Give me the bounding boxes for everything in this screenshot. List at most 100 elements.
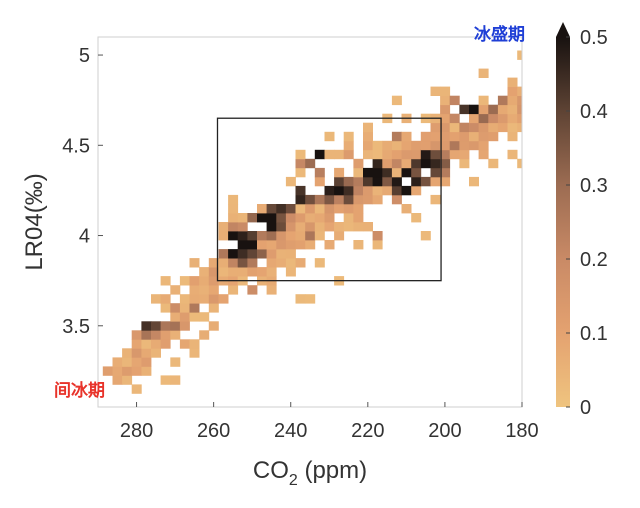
- colorbar-tick-label: 0.3: [580, 175, 608, 197]
- x-tick-label: 280: [120, 420, 153, 442]
- heat-cell: [459, 140, 470, 151]
- heat-cell: [517, 122, 522, 133]
- heat-cell: [160, 321, 171, 331]
- highlight-box: [216, 117, 442, 282]
- heat-cell: [160, 339, 171, 349]
- heat-cell: [218, 231, 229, 241]
- heat-cell: [295, 222, 306, 232]
- heat-cell: [401, 140, 412, 151]
- heat-cell: [228, 213, 239, 223]
- x-axis-title: CO2 (ppm): [253, 457, 367, 489]
- heat-cell: [363, 194, 373, 205]
- heat-cell: [314, 213, 325, 223]
- heat-cell: [372, 158, 383, 169]
- heat-cell: [131, 339, 142, 349]
- heat-cell: [160, 294, 171, 304]
- heat-cell: [170, 375, 181, 385]
- heat-cell: [343, 131, 354, 142]
- heat-cell: [391, 194, 402, 205]
- heat-cell: [228, 285, 239, 295]
- heat-cell: [324, 131, 335, 142]
- heat-cell: [237, 249, 248, 259]
- heat-cell: [276, 204, 287, 214]
- heat-cell: [295, 167, 306, 178]
- heat-cell: [324, 204, 335, 214]
- heat-cell: [440, 158, 451, 169]
- heat-cell: [449, 149, 460, 160]
- heat-cell: [430, 122, 441, 133]
- heat-cell: [391, 185, 402, 196]
- heat-cell: [131, 348, 142, 358]
- heat-cell: [208, 276, 219, 286]
- heat-cell: [391, 95, 402, 106]
- heat-cell: [228, 194, 239, 205]
- heat-cell: [488, 158, 499, 169]
- heat-cell: [189, 312, 200, 322]
- heat-cell: [314, 194, 325, 205]
- heat-cell: [324, 149, 335, 160]
- heat-cell: [179, 312, 190, 322]
- heat-cell: [247, 231, 258, 241]
- heat-cell: [497, 104, 508, 115]
- heat-cell: [401, 158, 412, 169]
- heat-cell: [199, 294, 210, 304]
- heat-cell: [353, 222, 364, 232]
- heat-cell: [363, 222, 373, 232]
- heat-cell: [266, 285, 277, 295]
- heat-cell: [305, 222, 316, 232]
- heat-cell: [334, 194, 345, 205]
- heat-cell: [160, 375, 171, 385]
- heat-cell: [430, 149, 441, 160]
- heat-cell: [170, 357, 181, 367]
- heat-cell: [430, 194, 441, 205]
- heat-cell: [122, 375, 133, 385]
- heat-cell: [189, 348, 200, 358]
- heat-cell: [507, 86, 518, 96]
- heat-cell: [343, 194, 354, 205]
- heat-cell: [266, 258, 277, 268]
- heat-cell: [440, 140, 451, 151]
- x-axis-title-subscript: 2: [289, 472, 298, 489]
- heat-cell: [507, 149, 518, 160]
- heat-cell: [237, 240, 248, 250]
- heat-cell: [459, 122, 470, 133]
- heat-cell: [247, 240, 258, 250]
- heat-cell: [285, 240, 296, 250]
- heat-cell: [372, 140, 383, 151]
- heat-cell: [285, 222, 296, 232]
- heat-cell: [449, 140, 460, 151]
- heat-cell: [285, 213, 296, 223]
- heat-cell: [507, 122, 518, 133]
- heat-cell: [440, 104, 451, 115]
- heat-cell: [478, 122, 489, 133]
- heat-cell: [179, 339, 190, 349]
- heat-cell: [459, 131, 470, 142]
- heat-cell: [295, 194, 306, 205]
- colorbar-tick-label: 0.4: [580, 101, 608, 123]
- x-tick-label: 200: [428, 420, 461, 442]
- heat-cell: [343, 149, 354, 160]
- heat-cell: [440, 176, 451, 187]
- heat-cell: [266, 231, 277, 241]
- heat-cell: [449, 122, 460, 133]
- heat-cell: [189, 339, 200, 349]
- heat-cell: [324, 185, 335, 196]
- y-tick-label: 5: [79, 45, 90, 67]
- heat-cell: [507, 77, 518, 87]
- heat-cell: [343, 185, 354, 196]
- heat-cell: [295, 185, 306, 196]
- heat-cell: [257, 267, 267, 277]
- heat-cell: [305, 204, 316, 214]
- x-tick-label: 220: [351, 420, 384, 442]
- heat-cell: [420, 131, 431, 142]
- heat-cell: [276, 231, 287, 241]
- heat-cell: [305, 194, 316, 205]
- heat-cell: [228, 258, 239, 268]
- heat-cell: [343, 176, 354, 187]
- heat-cell: [478, 131, 489, 142]
- heat-cell: [430, 167, 441, 178]
- heat-cell: [334, 185, 345, 196]
- heat-cell: [170, 285, 181, 295]
- x-axis-title-main: CO: [253, 457, 289, 484]
- colorbar-tick-label: 0.5: [580, 27, 608, 49]
